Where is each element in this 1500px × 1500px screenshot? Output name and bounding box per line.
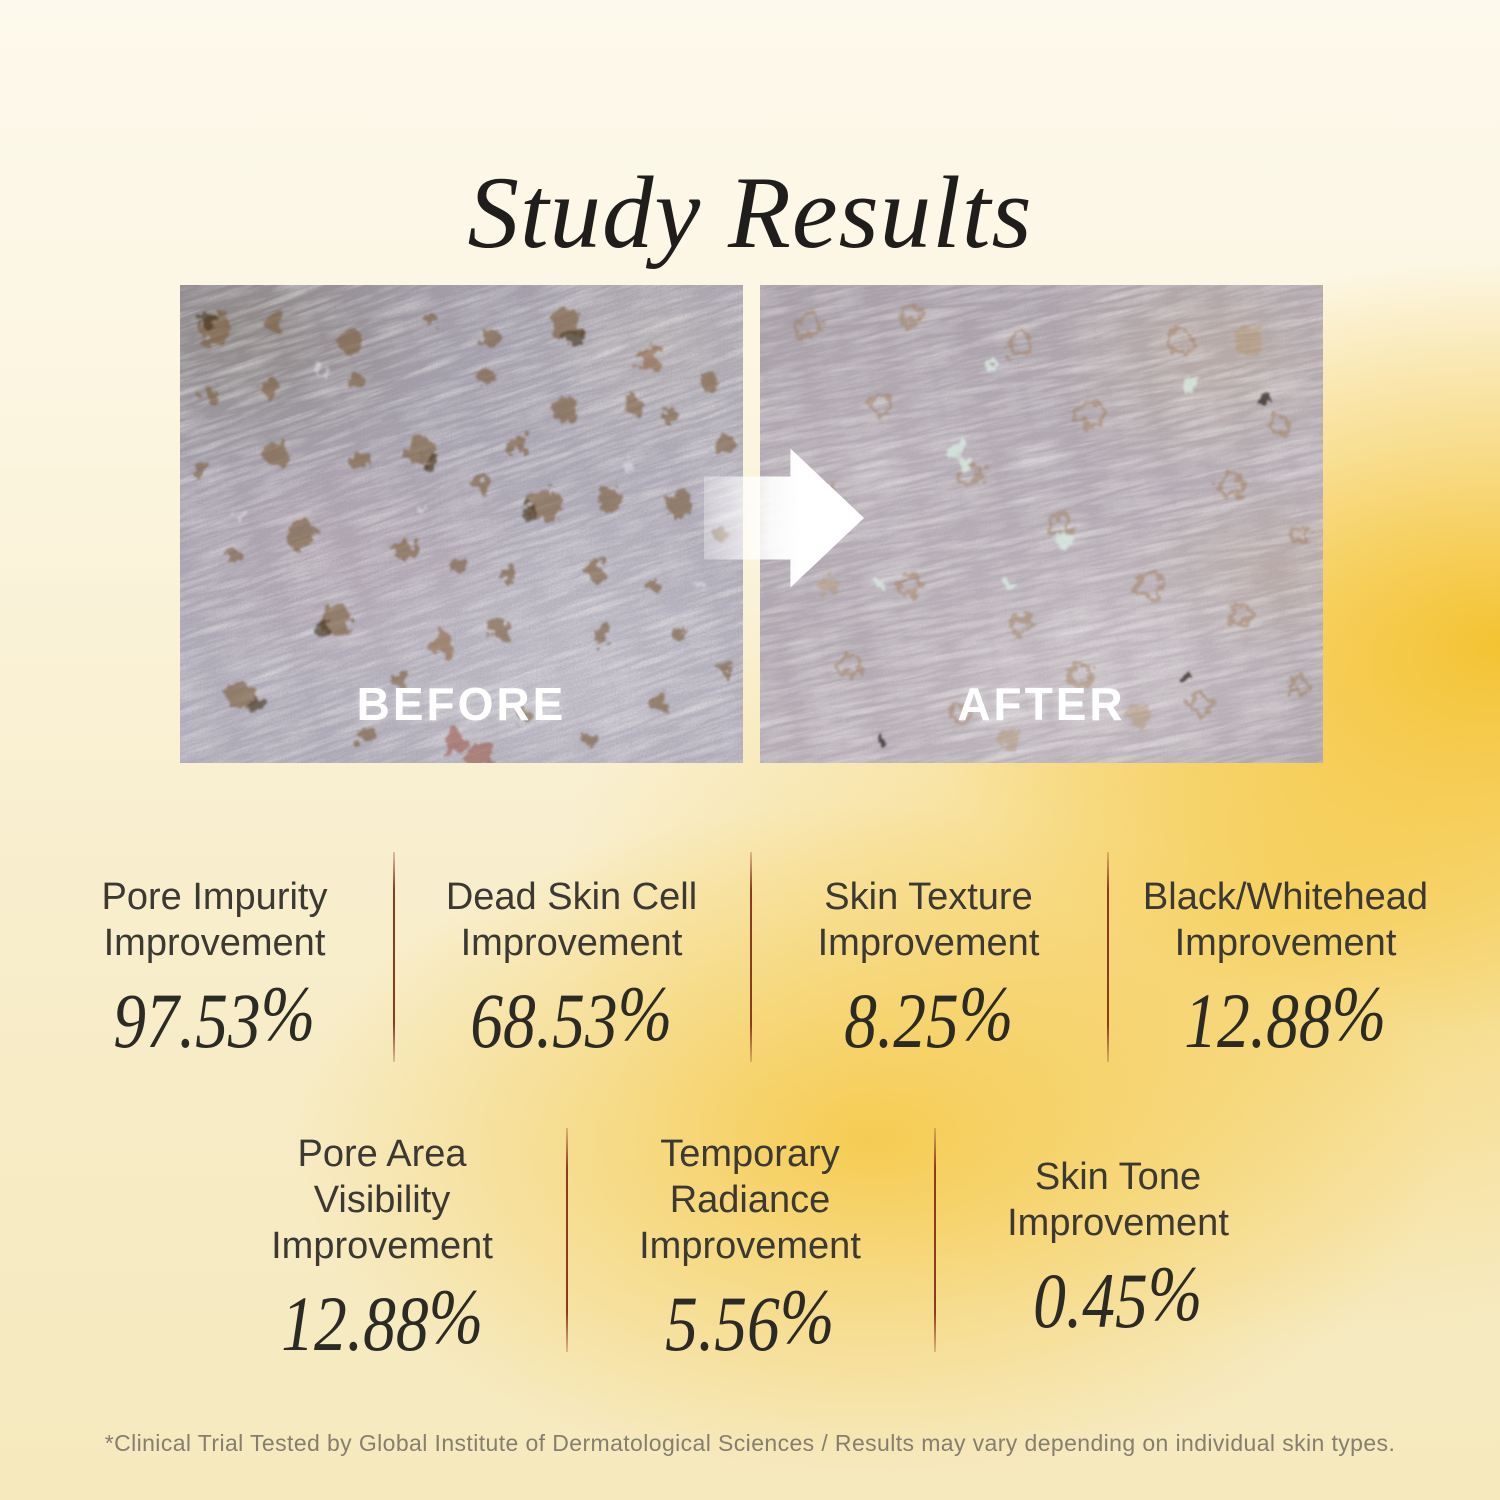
- stat-value: 0.45%: [1033, 1249, 1203, 1344]
- before-photo-texture: [180, 285, 743, 763]
- page-title: Study Results: [467, 156, 1033, 270]
- stat-label: Dead Skin Cell Improvement: [445, 876, 698, 964]
- stat-pore-area-visibility: Pore Area Visibility Improvement 12.88%: [198, 1124, 566, 1370]
- stat-label: Skin Texture Improvement: [817, 876, 1040, 964]
- stat-label: Pore Impurity Improvement: [101, 876, 328, 964]
- faded-pore-marks-group: [795, 303, 1312, 752]
- stat-pore-impurity: Pore Impurity Improvement 97.53%: [36, 850, 393, 1064]
- before-photo: BEFORE: [180, 285, 743, 763]
- stat-value: 12.88%: [280, 1272, 483, 1367]
- stats-row-2: Pore Area Visibility Improvement 12.88% …: [198, 1124, 1302, 1370]
- vertical-divider: [1107, 852, 1109, 1062]
- stat-black-whitehead: Black/Whitehead Improvement 12.88%: [1107, 850, 1464, 1064]
- stat-value: 5.56%: [665, 1272, 835, 1367]
- percent-sign: %: [260, 969, 316, 1057]
- stat-dead-skin-cell: Dead Skin Cell Improvement 68.53%: [393, 850, 750, 1064]
- stat-label: Black/Whitehead Improvement: [1142, 876, 1429, 964]
- blackhead-spots-group: [193, 310, 734, 763]
- vertical-divider: [934, 1128, 936, 1352]
- stat-value: 97.53%: [113, 969, 316, 1064]
- stat-skin-texture: Skin Texture Improvement 8.25%: [750, 850, 1107, 1064]
- percent-sign: %: [617, 969, 673, 1057]
- stat-skin-tone: Skin Tone Improvement 0.45%: [934, 1124, 1302, 1370]
- percent-sign: %: [780, 1272, 835, 1360]
- after-label: AFTER: [957, 678, 1126, 730]
- percent-sign: %: [958, 969, 1014, 1057]
- stat-label: Skin Tone Improvement: [1007, 1156, 1229, 1244]
- clinical-trial-footnote: *Clinical Trial Tested by Global Institu…: [104, 1430, 1396, 1456]
- stat-value: 68.53%: [470, 969, 673, 1064]
- stat-label: Temporary Radiance Improvement: [639, 1133, 861, 1267]
- percent-sign: %: [1331, 969, 1387, 1057]
- stat-label: Pore Area Visibility Improvement: [271, 1133, 493, 1267]
- stat-value: 12.88%: [1184, 969, 1387, 1064]
- percent-sign: %: [1148, 1249, 1203, 1337]
- stats-row-1: Pore Impurity Improvement 97.53% Dead Sk…: [36, 850, 1464, 1064]
- vertical-divider: [566, 1128, 568, 1352]
- vertical-divider: [393, 852, 395, 1062]
- before-label: BEFORE: [356, 678, 567, 730]
- vertical-divider: [750, 852, 752, 1062]
- stat-temporary-radiance: Temporary Radiance Improvement 5.56%: [566, 1124, 934, 1370]
- percent-sign: %: [428, 1272, 483, 1360]
- stat-value: 8.25%: [843, 969, 1014, 1064]
